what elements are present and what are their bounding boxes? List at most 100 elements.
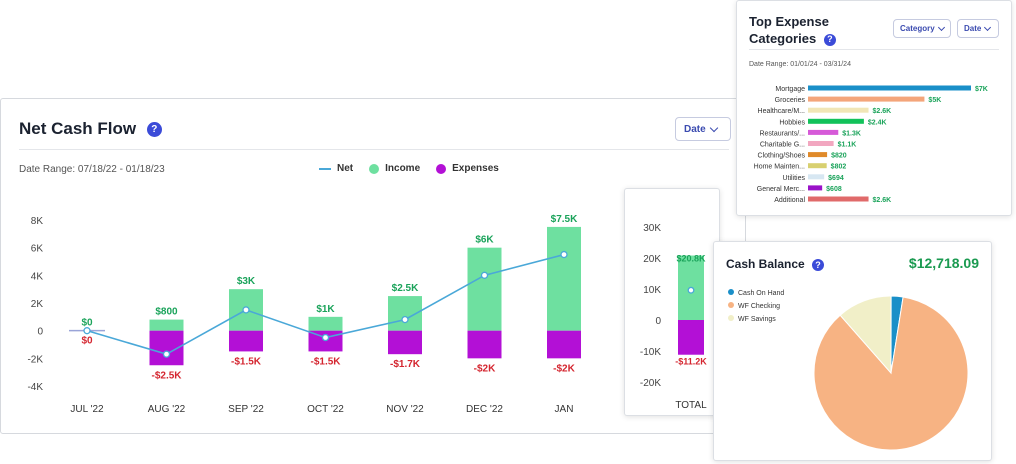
- income-bar: [308, 316, 343, 331]
- category-label: Groceries: [775, 97, 806, 104]
- category-bar: [808, 118, 864, 124]
- category-dropdown-button[interactable]: Category: [893, 19, 951, 38]
- x-tick-label: SEP '22: [228, 404, 264, 415]
- legend-swatch: [728, 302, 734, 308]
- expenses-data-label: -$11.2K: [675, 357, 707, 367]
- y-tick-label: -10K: [640, 347, 661, 358]
- total-chart: 30K 20K 10K 0 -10K -20K $20.8K -$11.2K TOTAL: [640, 223, 707, 411]
- divider: [749, 49, 999, 50]
- help-icon[interactable]: ?: [812, 258, 825, 271]
- legend-income: Income: [369, 163, 420, 174]
- expenses-bar: [229, 330, 263, 352]
- net-point: [242, 306, 250, 314]
- legend-label: Cash On Hand: [738, 290, 784, 297]
- legend-expenses-label: Expenses: [452, 163, 499, 174]
- y-tick-label: -4K: [27, 382, 43, 393]
- y-tick-label: -20K: [640, 378, 661, 389]
- top-expense-title-line2: Categories: [749, 31, 817, 46]
- date-dropdown-label: Date: [964, 24, 982, 33]
- date-dropdown-label: Date: [684, 123, 706, 135]
- x-tick-label: JUL '22: [70, 404, 104, 415]
- expenses-data-label: -$2K: [553, 363, 575, 374]
- income-bar: [149, 319, 184, 331]
- cash-balance-title: Cash Balance ?: [726, 257, 825, 271]
- cash-balance-title-text: Cash Balance: [726, 257, 805, 271]
- category-value-label: $2.6K: [873, 197, 892, 204]
- category-bar: [808, 129, 839, 135]
- x-tick-label: AUG '22: [148, 404, 186, 415]
- date-range-text: Date Range: 07/18/22 - 01/18/23: [19, 164, 165, 175]
- date-dropdown-button[interactable]: Date: [675, 117, 731, 141]
- category-value-label: $608: [826, 186, 842, 193]
- income-data-label: $3K: [237, 276, 256, 287]
- category-value-label: $2.6K: [873, 108, 892, 115]
- expenses-data-label: -$1.5K: [231, 356, 262, 367]
- category-bar: [808, 85, 971, 91]
- income-dot-swatch: [369, 163, 380, 174]
- category-label: General Merc...: [757, 186, 805, 193]
- category-bar: [808, 152, 828, 158]
- top-expense-chart: Mortgage $7K Groceries $5K Healthcare/M... $2…: [754, 85, 988, 204]
- y-tick-label: 30K: [643, 223, 661, 234]
- category-value-label: $694: [828, 175, 844, 182]
- y-tick-label: 20K: [643, 254, 661, 265]
- date-range-text: Date Range: 01/01/24 - 03/31/24: [749, 61, 851, 68]
- category-value-label: $7K: [975, 86, 988, 93]
- legend-swatch: [728, 289, 734, 295]
- category-value-label: $5K: [928, 97, 941, 104]
- top-expense-title-line2-row: Categories ?: [749, 30, 836, 47]
- income-data-label: $6K: [475, 235, 494, 246]
- legend-net: Net: [319, 163, 353, 174]
- income-data-label: $0: [81, 318, 93, 329]
- category-label: Additional: [774, 197, 805, 204]
- expenses-bar: [547, 330, 581, 359]
- expenses-bar: [678, 320, 704, 355]
- expenses-data-label: -$1.5K: [310, 356, 341, 367]
- help-icon[interactable]: ?: [146, 122, 162, 138]
- net-point: [162, 350, 171, 358]
- help-icon[interactable]: ?: [823, 33, 836, 46]
- income-data-label: $7.5K: [551, 214, 578, 225]
- category-label: Hobbies: [779, 119, 805, 126]
- category-value-label: $2.4K: [868, 119, 887, 126]
- x-tick-label: OCT '22: [307, 404, 344, 415]
- net-point: [560, 250, 568, 259]
- y-tick-label: 6K: [31, 244, 44, 255]
- legend-label: WF Checking: [738, 303, 780, 310]
- y-tick-label: 10K: [643, 285, 661, 296]
- category-bar: [808, 163, 827, 169]
- net-cash-flow-chart: 8K 6K 4K 2K 0 -2K -4K $0 $0 JUL '22 $800 -$2.5K AUG …: [27, 214, 581, 415]
- x-tick-label: DEC '22: [466, 404, 503, 415]
- divider: [19, 149, 729, 150]
- category-value-label: $802: [831, 164, 847, 171]
- y-tick-label: 2K: [31, 299, 44, 310]
- y-tick-label: -2K: [27, 354, 43, 365]
- expenses-data-label: -$1.7K: [390, 359, 421, 370]
- cash-balance-chart: Cash On Hand WF Checking WF Savings: [728, 289, 969, 451]
- category-bar: [808, 174, 825, 180]
- x-tick-label: JAN: [555, 404, 574, 415]
- income-data-label: $1K: [316, 304, 335, 315]
- income-data-label: $20.8K: [676, 254, 706, 264]
- x-tick-label: NOV '22: [386, 404, 424, 415]
- net-cash-flow-card: Net Cash Flow ? Date Date Range: 07/18/2…: [0, 98, 746, 434]
- expenses-data-label: -$2.5K: [151, 370, 182, 381]
- income-data-label: $2.5K: [392, 283, 419, 294]
- category-dropdown-label: Category: [900, 24, 935, 33]
- net-point: [687, 286, 695, 294]
- legend-swatch: [728, 315, 734, 321]
- y-tick-label: 0: [37, 327, 43, 338]
- net-line-swatch: [319, 167, 331, 170]
- category-bar: [808, 107, 869, 113]
- expenses-bar: [388, 330, 422, 355]
- category-value-label: $1.3K: [842, 130, 861, 137]
- category-label: Mortgage: [775, 86, 805, 93]
- income-data-label: $800: [155, 307, 178, 318]
- category-label: Utilities: [782, 175, 805, 182]
- net-cash-flow-title: Net Cash Flow ?: [19, 119, 162, 139]
- date-dropdown-button[interactable]: Date: [957, 19, 999, 38]
- category-bar: [808, 96, 925, 102]
- top-expense-title: Top Expense Categories ?: [749, 13, 836, 47]
- net-point: [83, 327, 91, 335]
- y-tick-label: 0: [655, 316, 661, 327]
